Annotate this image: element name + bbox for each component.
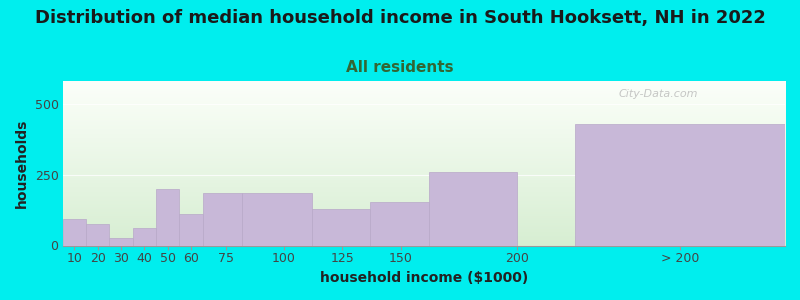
X-axis label: household income ($1000): household income ($1000) xyxy=(320,271,528,285)
Bar xyxy=(86,224,110,245)
Bar xyxy=(242,193,312,245)
Bar xyxy=(133,229,156,245)
Y-axis label: households: households xyxy=(15,118,29,208)
Text: Distribution of median household income in South Hooksett, NH in 2022: Distribution of median household income … xyxy=(34,9,766,27)
Text: All residents: All residents xyxy=(346,60,454,75)
Text: City-Data.com: City-Data.com xyxy=(619,89,698,99)
Bar xyxy=(429,172,517,245)
Bar xyxy=(312,208,370,245)
Bar xyxy=(156,189,179,245)
Bar xyxy=(62,219,86,245)
Bar xyxy=(179,214,202,245)
Bar xyxy=(575,124,785,245)
Bar xyxy=(370,202,429,245)
Bar xyxy=(202,193,242,245)
Bar xyxy=(110,238,133,245)
